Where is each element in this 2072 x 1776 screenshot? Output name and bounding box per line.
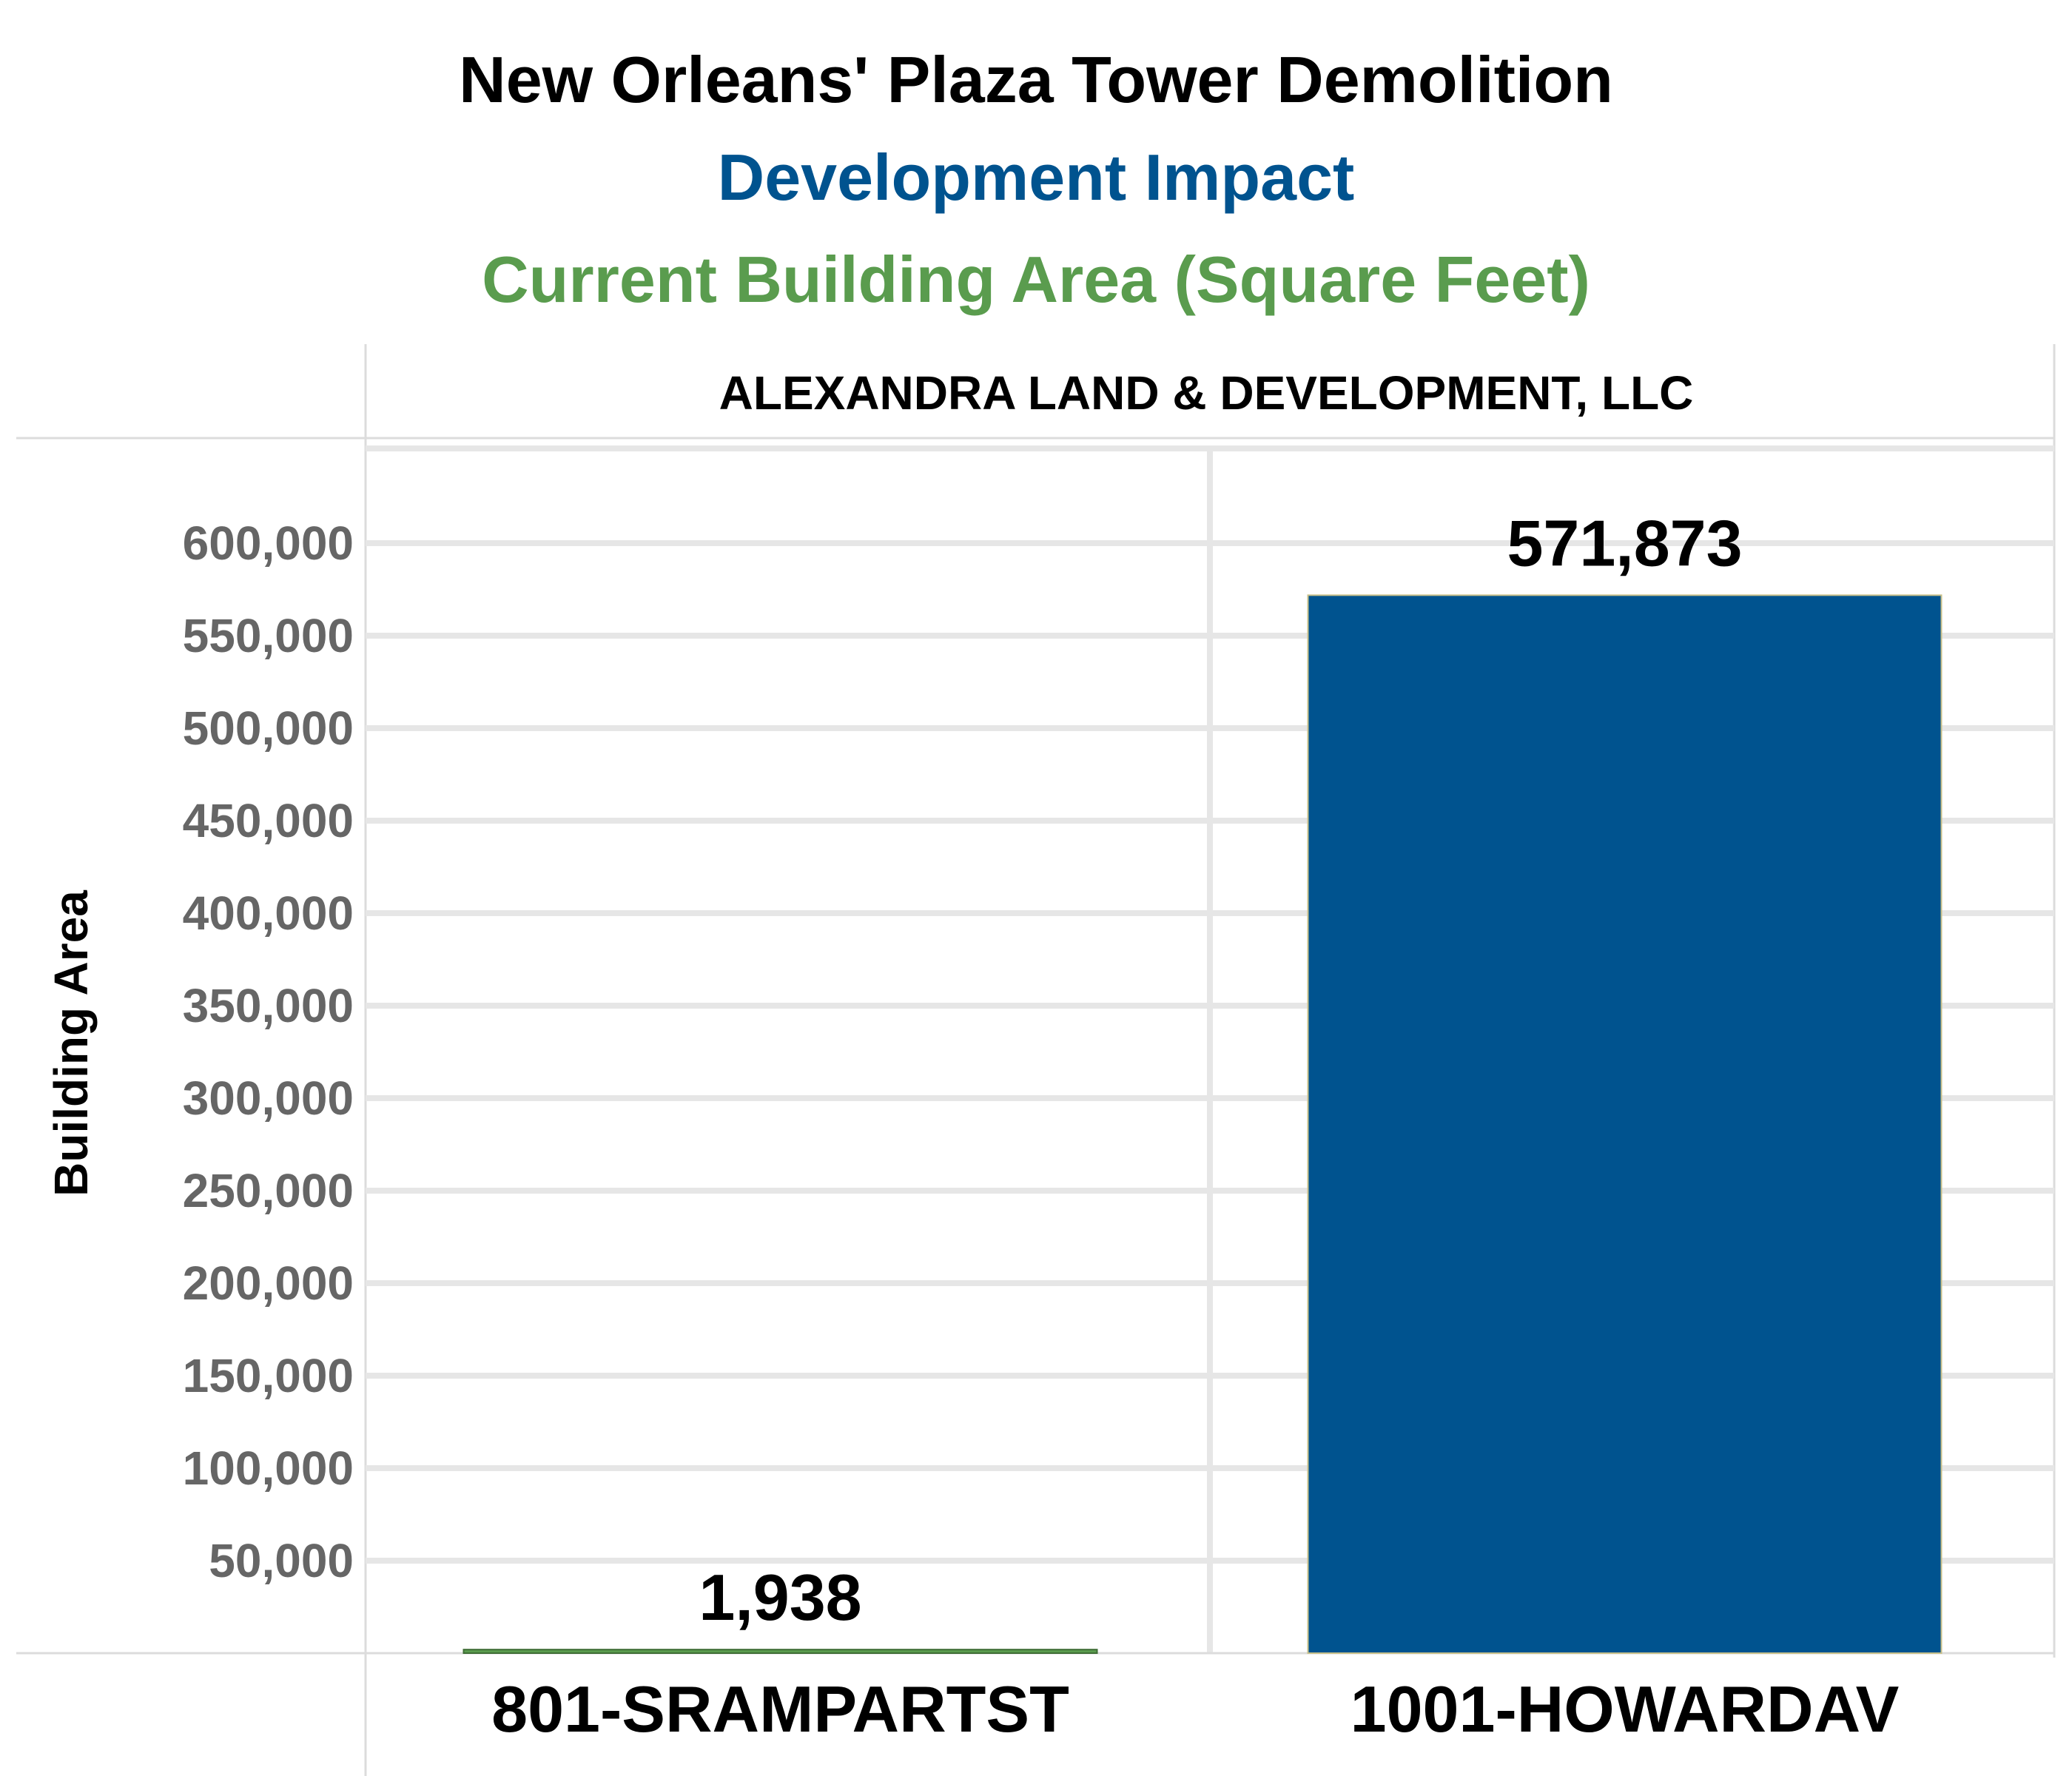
y-tick-label: 500,000: [183, 702, 354, 755]
y-tick-label: 350,000: [183, 979, 354, 1032]
panel-header: ALEXANDRA LAND & DEVELOPMENT, LLC: [719, 366, 1694, 420]
y-tick-label: 550,000: [183, 609, 354, 662]
bar-value-label: 1,938: [699, 1561, 861, 1634]
bar: [1307, 594, 1942, 1654]
y-tick-label: 300,000: [183, 1072, 354, 1125]
x-category-label: 1001-HOWARDAV: [1350, 1672, 1900, 1746]
x-axis-categories: 801-SRAMPARTST 1001-HOWARDAV: [491, 1672, 1899, 1746]
y-tick-label: 50,000: [209, 1534, 354, 1587]
bars: 1,938 571,873: [462, 506, 1942, 1655]
chart-subtitle-secondary: Current Building Area (Square Feet): [482, 243, 1590, 316]
y-tick-label: 150,000: [183, 1349, 354, 1402]
y-tick-label: 600,000: [183, 517, 354, 570]
chart-title: New Orleans' Plaza Tower Demolition: [459, 43, 1613, 116]
y-axis-ticks: 50,000 100,000 150,000 200,000 250,000 300,00…: [183, 517, 354, 1587]
chart-subtitle: Development Impact: [718, 141, 1355, 214]
y-axis-label: Building Area: [44, 890, 98, 1197]
y-tick-label: 450,000: [183, 794, 354, 847]
y-tick-label: 100,000: [183, 1442, 354, 1495]
bar-value-label: 571,873: [1507, 506, 1742, 579]
bar: [462, 1649, 1098, 1655]
y-tick-label: 250,000: [183, 1164, 354, 1217]
y-tick-label: 200,000: [183, 1257, 354, 1310]
x-category-label: 801-SRAMPARTST: [491, 1672, 1069, 1746]
y-tick-label: 400,000: [183, 887, 354, 940]
